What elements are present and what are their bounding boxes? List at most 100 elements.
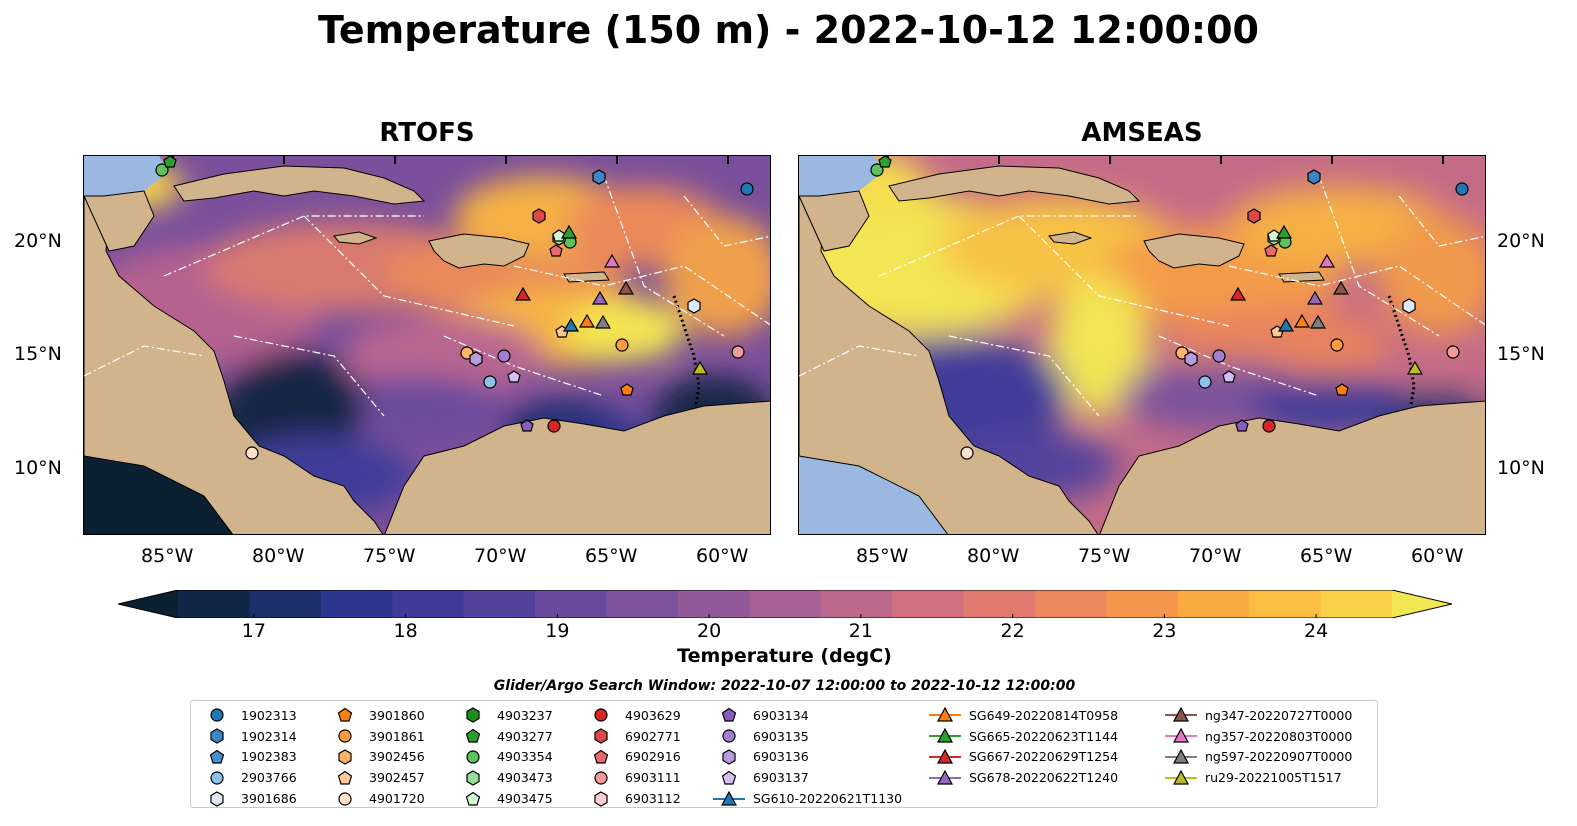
colorbar-segment <box>1320 590 1393 618</box>
triangle-line-marker-icon <box>929 769 961 785</box>
legend-label: 6903137 <box>753 770 809 786</box>
pacific-ocean <box>799 446 948 534</box>
triangle-line-marker-icon <box>1165 769 1197 785</box>
x-tick-label: 65°W <box>1300 545 1353 567</box>
legend-label: 4903237 <box>497 707 553 723</box>
circle-marker-icon <box>722 729 736 743</box>
hexagon-marker-icon <box>338 749 352 765</box>
legend-label: 6903135 <box>753 728 809 744</box>
eez-boundaries <box>799 175 1485 417</box>
colorbar-tick-label: 21 <box>848 620 873 642</box>
marker-6903136 <box>469 351 483 367</box>
y-tick-label: 10°N <box>14 457 62 479</box>
colorbar <box>117 589 1453 619</box>
marker-SG610 <box>562 317 580 332</box>
colorbar-segment <box>320 590 393 618</box>
hexagon-marker-icon <box>722 749 736 765</box>
marker-ng357 <box>603 253 621 268</box>
triangle-line-marker-icon <box>1165 727 1197 743</box>
legend-item: ng597-20220907T0000 <box>1165 747 1352 768</box>
x-tick-label: 60°W <box>696 545 749 567</box>
pentagon-marker-icon <box>465 791 481 806</box>
hexagon-marker-icon <box>594 728 608 744</box>
legend-column: 3901860 3901861 3902456 3902457 4901720 <box>329 705 425 809</box>
y-tick-label: 15°N <box>1497 343 1545 365</box>
legend-label: 4901720 <box>369 791 425 807</box>
legend-item: 6903136 <box>713 747 902 768</box>
marker-SG610 <box>1277 317 1295 332</box>
colorbar-tick-label: 20 <box>697 620 722 642</box>
legend-label: ng347-20220727T0000 <box>1205 707 1353 723</box>
pentagon-marker-icon <box>337 708 353 722</box>
hispaniola-land <box>428 233 530 269</box>
circle-marker-icon <box>594 771 608 785</box>
gulf-shelf <box>799 156 884 201</box>
colorbar-segment <box>178 590 251 618</box>
legend-item: 4903354 <box>457 747 553 768</box>
legend-label: 4903354 <box>497 749 553 765</box>
marker-SG678 <box>591 290 609 305</box>
eez-boundaries <box>84 175 770 417</box>
marker-6902916 <box>1264 244 1278 257</box>
marker-1902313 <box>1455 182 1469 196</box>
map-amseas[interactable] <box>798 155 1486 535</box>
legend-label: ng357-20220803T0000 <box>1205 728 1353 744</box>
legend-column: 4903629 6902771 6902916 6903111 6903112 <box>585 705 681 809</box>
legend-item: ng347-20220727T0000 <box>1165 705 1352 726</box>
colorbar-tick-label: 23 <box>1152 620 1177 642</box>
legend-label: SG665-20220623T1144 <box>969 728 1119 744</box>
legend-label: 4903277 <box>497 728 553 744</box>
hexagon-marker-icon <box>466 707 480 724</box>
panel-title-rtofs: RTOFS <box>379 118 475 148</box>
marker-6903137 <box>507 370 521 383</box>
marker-3901686 <box>1402 298 1416 314</box>
legend-item: 6902771 <box>585 726 681 747</box>
legend-label: SG649-20220814T0958 <box>969 707 1119 723</box>
legend-label: 4903473 <box>497 770 553 786</box>
legend-item: 4903277 <box>457 726 553 747</box>
marker-ng357 <box>1318 253 1336 268</box>
legend-item: 6903111 <box>585 767 681 788</box>
legend-item: ng357-20220803T0000 <box>1165 726 1352 747</box>
colorbar-segment <box>1249 590 1322 618</box>
colorbar-segment <box>606 590 679 618</box>
colorbar-segment <box>535 590 608 618</box>
marker-4901720 <box>245 446 259 460</box>
legend-item: ru29-20221005T1517 <box>1165 767 1352 788</box>
marker-3901686 <box>687 298 701 314</box>
legend-label: 1902383 <box>241 749 297 765</box>
hexagon-marker-icon <box>210 728 224 744</box>
figure-title: Temperature (150 m) - 2022-10-12 12:00:0… <box>317 8 1259 52</box>
marker-SG649 <box>1293 313 1311 328</box>
marker-2903766 <box>1198 375 1212 389</box>
marker-6902771 <box>1247 208 1261 224</box>
hexagon-marker-icon <box>466 770 480 786</box>
marker-SG678 <box>1306 290 1324 305</box>
colorbar-segment <box>1106 590 1179 618</box>
marker-ng347 <box>1332 280 1350 295</box>
colorbar-svg <box>117 589 1453 619</box>
legend-label: 6902916 <box>625 749 681 765</box>
legend-label: ng597-20220907T0000 <box>1205 749 1353 765</box>
hexagon-marker-icon <box>594 790 608 807</box>
map-rtofs[interactable] <box>83 155 771 535</box>
marker-4903629 <box>1262 419 1276 433</box>
marker-ng597 <box>1309 314 1327 329</box>
legend-label: 3902456 <box>369 749 425 765</box>
x-tick-label: 60°W <box>1411 545 1464 567</box>
marker-3901860 <box>1335 383 1349 396</box>
triangle-line-marker-icon <box>929 727 961 743</box>
legend-item: SG678-20220622T1240 <box>929 767 1118 788</box>
marker-4903354 <box>870 163 884 177</box>
legend-label: SG610-20220621T1130 <box>753 791 903 807</box>
marker-SG649 <box>578 313 596 328</box>
legend-label: 6902771 <box>625 728 681 744</box>
map-amseas-canvas <box>799 156 1485 534</box>
x-tick-label: 70°W <box>1189 545 1242 567</box>
panel-title-amseas: AMSEAS <box>1081 118 1203 148</box>
float-markers <box>155 156 754 460</box>
legend-item: 4903475 <box>457 788 553 809</box>
legend-label: 2903766 <box>241 770 297 786</box>
marker-6903111 <box>731 345 745 359</box>
colorbar-tick-label: 22 <box>1000 620 1025 642</box>
